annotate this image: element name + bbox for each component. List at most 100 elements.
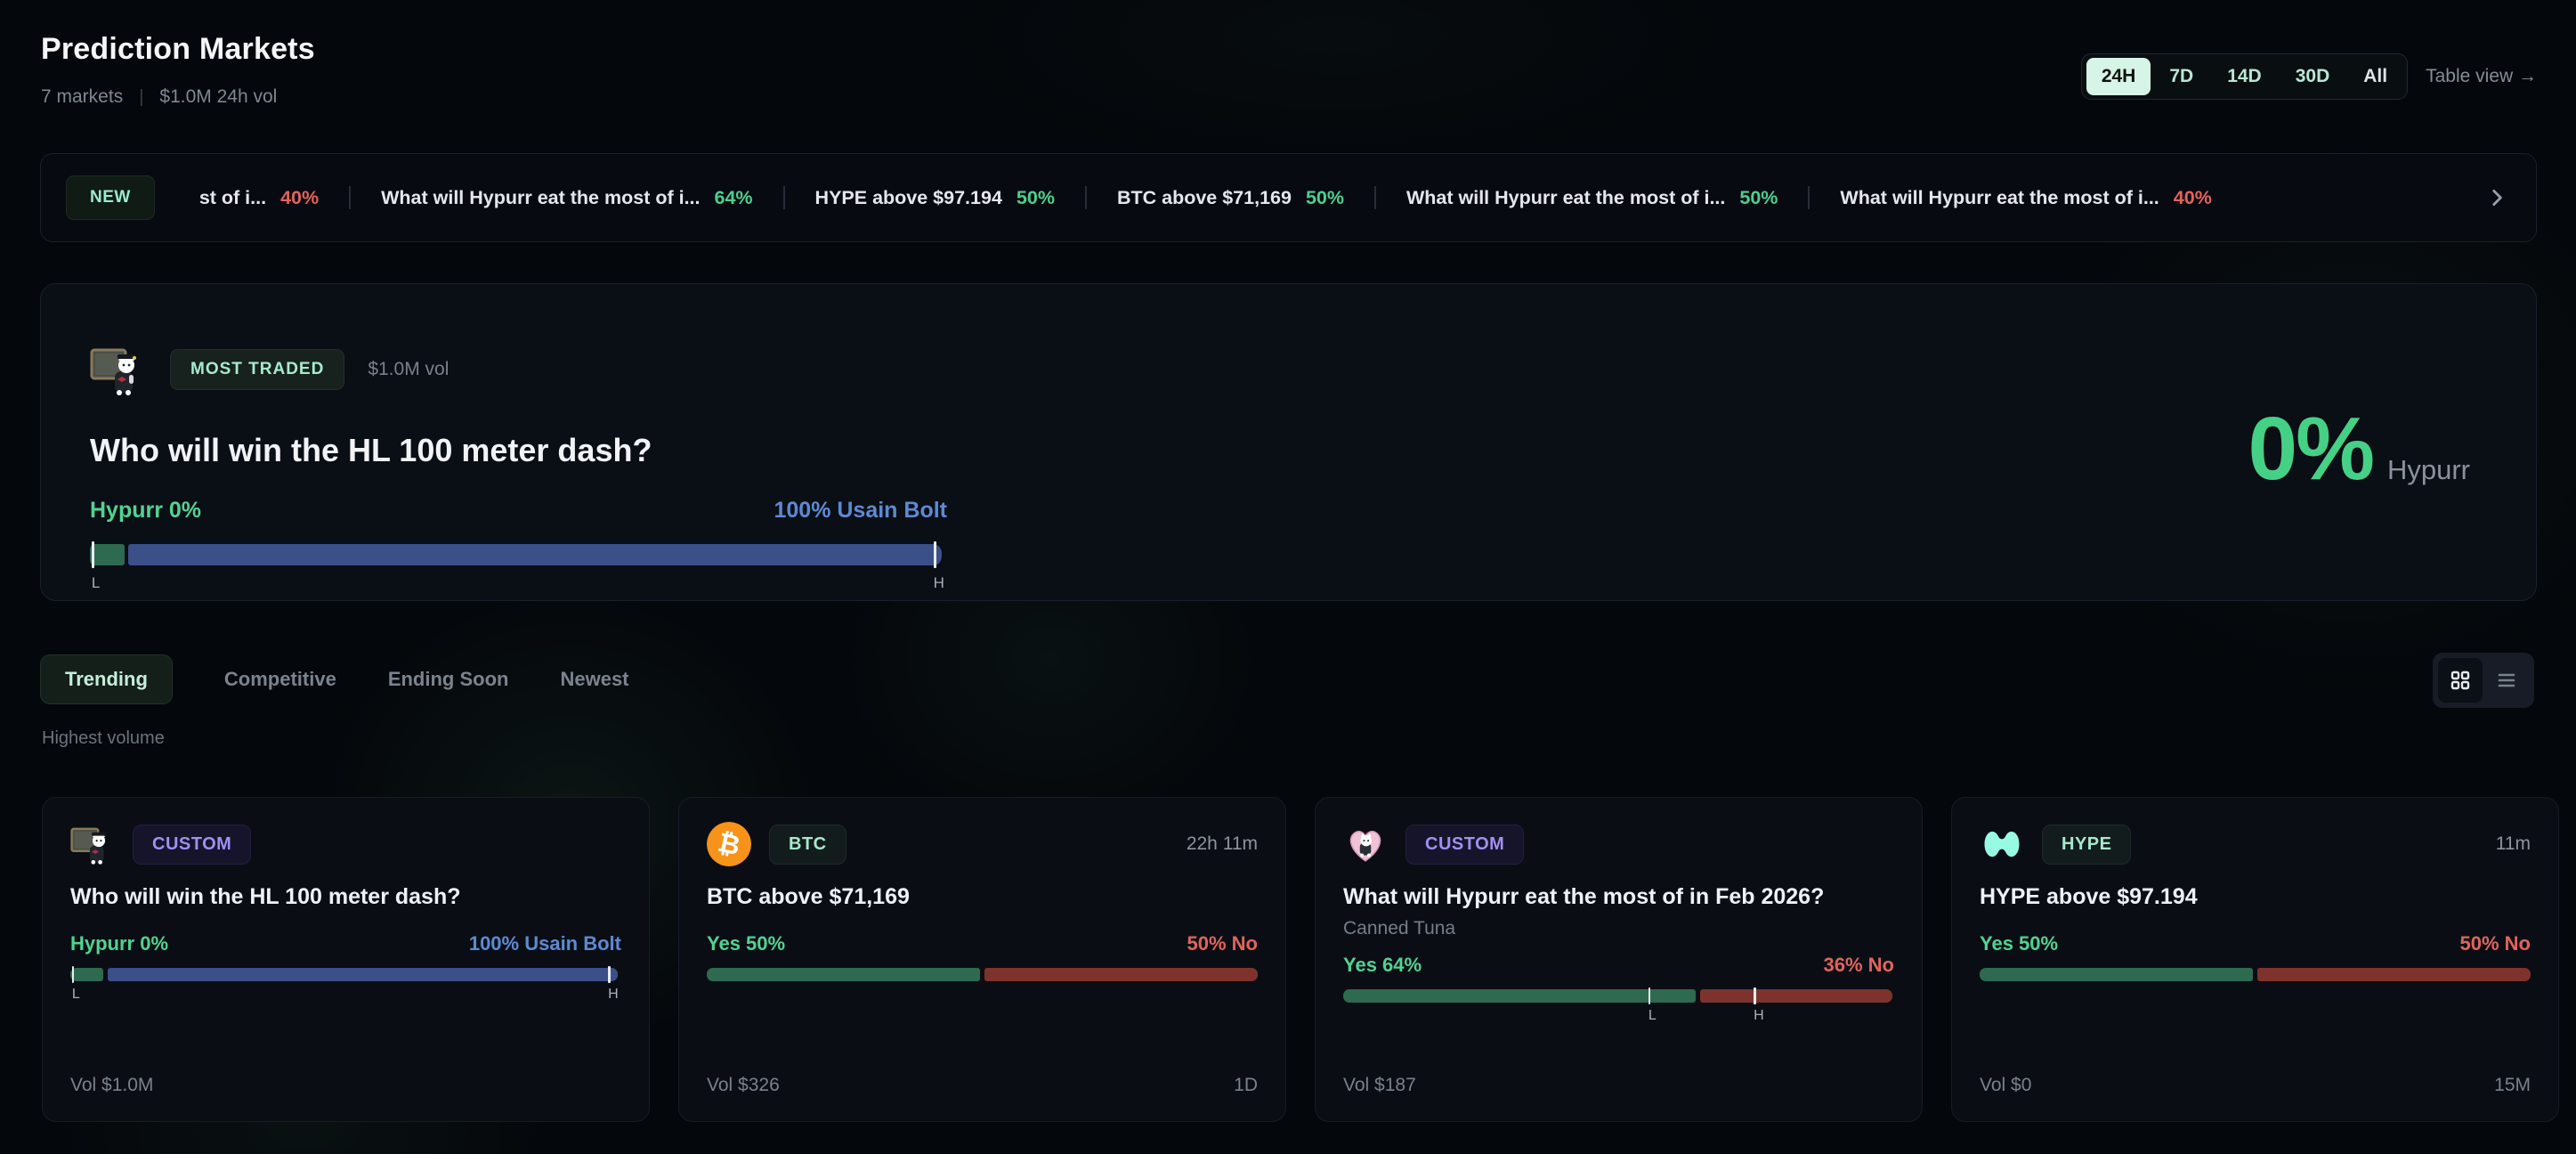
- spacer: [1343, 1026, 1894, 1076]
- card-header: CUSTOM: [70, 821, 621, 867]
- card-time: 11m: [2495, 833, 2531, 854]
- market-card-btc-above[interactable]: ₿ BTC 22h 11m BTC above $71,169 Yes 50% …: [678, 797, 1286, 1122]
- custom-badge: CUSTOM: [133, 824, 252, 865]
- high-tick: [608, 965, 611, 983]
- low-tick: [71, 965, 75, 983]
- low-tick: [1648, 987, 1651, 1004]
- market-card-hype-above[interactable]: HYPE 11m HYPE above $97.194 Yes 50% 50% …: [1951, 797, 2559, 1122]
- featured-outcomes: Hypurr 0% 100% Usain Bolt: [90, 498, 947, 524]
- card-footer: Vol $1.0M: [70, 1075, 621, 1096]
- outcome-yes: Yes 50%: [1980, 931, 2059, 955]
- meta-divider: |: [139, 86, 144, 107]
- market-tabs: Trending Competitive Ending Soon Newest: [40, 654, 629, 704]
- card-volume: Vol $187: [1343, 1075, 1416, 1095]
- ticker-item[interactable]: What will Hypurr eat the most of i... 64…: [351, 187, 782, 209]
- time-filter-14d[interactable]: 14D: [2212, 58, 2277, 95]
- time-filter-all[interactable]: All: [2348, 58, 2402, 95]
- featured-outcome-right: 100% Usain Bolt: [774, 498, 947, 523]
- featured-title: Who will win the HL 100 meter dash?: [90, 432, 652, 468]
- table-view-link[interactable]: Table view →: [2426, 66, 2537, 86]
- header-meta: 7 markets | $1.0M 24h vol: [41, 86, 277, 108]
- featured-market-card[interactable]: MOST TRADED $1.0M vol Who will win the H…: [40, 283, 2537, 601]
- card-footer: Vol $187: [1343, 1075, 1894, 1096]
- outcome-yes: Yes 64%: [1343, 953, 1422, 976]
- market-card-hl-100m-dash[interactable]: CUSTOM Who will win the HL 100 meter das…: [42, 797, 650, 1122]
- view-toggle: [2433, 653, 2534, 708]
- featured-outcome-left: Hypurr 0%: [90, 498, 202, 523]
- bar-segment-no: [1700, 988, 1892, 1003]
- card-footer-right: 15M: [2494, 1075, 2531, 1095]
- ticker-item-text: What will Hypurr eat the most of i...: [381, 186, 701, 208]
- markets-count: 7 markets: [41, 86, 124, 107]
- bar-segment-green: [70, 967, 104, 981]
- time-filter-24h[interactable]: 24H: [2086, 58, 2151, 95]
- ticker-item[interactable]: What will Hypurr eat the most of i... 50…: [1376, 187, 1808, 209]
- card-header: CUSTOM: [1343, 821, 1894, 867]
- volume-24h: $1.0M 24h vol: [159, 86, 278, 107]
- card-title: BTC above $71,169: [707, 884, 910, 909]
- low-tick: [91, 541, 94, 568]
- time-filter-30d[interactable]: 30D: [2280, 58, 2345, 95]
- ticker-item-text: HYPE above $97.194: [814, 186, 1002, 208]
- hypurr-teacher-avatar: [90, 341, 147, 398]
- list-subtitle: Highest volume: [42, 728, 165, 748]
- bar-segment-yes: [1980, 967, 2253, 981]
- ticker-item[interactable]: BTC above $71,169 50%: [1087, 187, 1374, 209]
- ticker-item[interactable]: HYPE above $97.194 50%: [785, 187, 1085, 209]
- ticker-separator: [1808, 186, 1810, 209]
- high-label: H: [933, 574, 944, 591]
- low-label: L: [1648, 1007, 1657, 1023]
- market-card-hypurr-eat[interactable]: CUSTOM What will Hypurr eat the most of …: [1315, 797, 1923, 1122]
- outcome-no: 36% No: [1823, 953, 1894, 976]
- list-view-icon[interactable]: [2484, 658, 2529, 703]
- outcome-yes: Yes 50%: [707, 931, 786, 955]
- featured-outcome-bar: [90, 541, 947, 568]
- card-outcomes: Yes 50% 50% No: [707, 932, 1258, 955]
- tab-competitive[interactable]: Competitive: [223, 668, 336, 690]
- ticker-separator: [1084, 186, 1087, 209]
- card-title: What will Hypurr eat the most of in Feb …: [1343, 884, 1825, 909]
- ticker-next-chevron-icon[interactable]: [2477, 178, 2516, 217]
- featured-volume: $1.0M vol: [368, 359, 450, 379]
- card-volume: Vol $0: [1980, 1075, 2032, 1095]
- outcome-right: 100% Usain Bolt: [468, 931, 621, 955]
- ticker-separator: [782, 186, 785, 209]
- bar-segment-yes: [1343, 988, 1697, 1003]
- tab-newest[interactable]: Newest: [560, 668, 629, 690]
- bar-segment-no: [2257, 967, 2531, 981]
- ticker-item-text: What will Hypurr eat the most of i...: [1840, 186, 2159, 208]
- featured-low-high-labels: L H: [90, 574, 947, 592]
- ticker-item-text: BTC above $71,169: [1116, 186, 1292, 208]
- big-percent-label: Hypurr: [2386, 454, 2470, 485]
- most-traded-badge: MOST TRADED: [170, 349, 345, 390]
- low-high-labels: L H: [1343, 1008, 1894, 1026]
- tab-ending-soon[interactable]: Ending Soon: [387, 668, 509, 690]
- outcome-bar: [707, 967, 1258, 981]
- featured-header: MOST TRADED $1.0M vol: [90, 341, 449, 398]
- bar-segment-blue: [127, 544, 943, 565]
- grid-view-icon[interactable]: [2438, 658, 2483, 703]
- card-volume: Vol $1.0M: [70, 1075, 154, 1095]
- hype-icon: [1980, 822, 2024, 866]
- new-markets-ticker: NEW st of i... 40% What will Hypurr eat …: [40, 153, 2537, 242]
- btc-icon: ₿: [707, 822, 751, 866]
- ticker-item-pct: 50%: [1016, 186, 1055, 208]
- outcome-left: Hypurr 0%: [70, 931, 169, 955]
- time-filter-7d[interactable]: 7D: [2154, 58, 2208, 95]
- card-title: HYPE above $97.194: [1980, 884, 2198, 909]
- card-time: 22h 11m: [1186, 833, 1258, 854]
- bar-segment-green: [90, 544, 125, 565]
- featured-big-percent: 0% Hypurr: [2248, 398, 2470, 500]
- spacer: [1980, 981, 2531, 1076]
- card-header: ₿ BTC 22h 11m: [707, 821, 1258, 867]
- spacer: [707, 981, 1258, 1076]
- ticker-item[interactable]: What will Hypurr eat the most of i... 40…: [1810, 187, 2241, 209]
- card-outcomes: Yes 64% 36% No: [1343, 954, 1894, 977]
- ticker-item[interactable]: st of i... 40%: [169, 187, 349, 209]
- card-outcomes: Yes 50% 50% No: [1980, 932, 2531, 955]
- tab-trending[interactable]: Trending: [40, 654, 173, 704]
- ticker-separator: [349, 186, 352, 209]
- outcome-bar: [1343, 987, 1894, 1004]
- ticker-item-pct: 40%: [280, 186, 320, 208]
- ticker-item-pct: 64%: [714, 186, 753, 208]
